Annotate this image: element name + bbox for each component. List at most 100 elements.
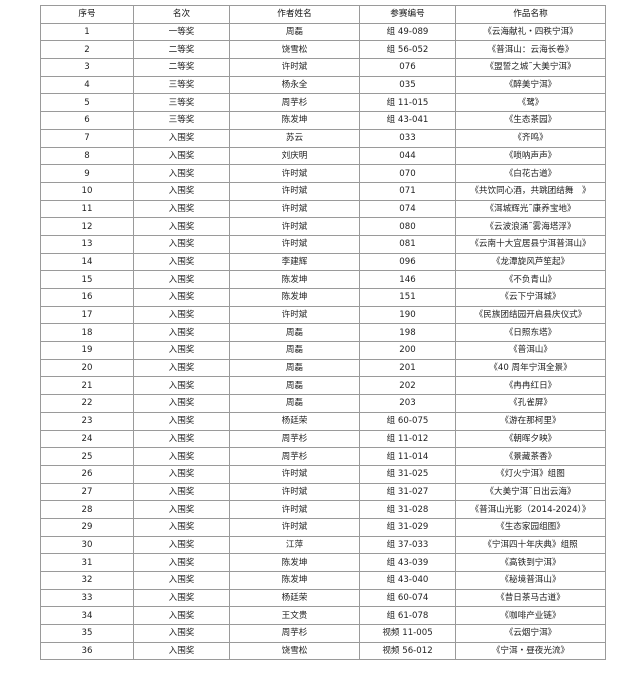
table-row: 19 入围奖 周磊 200 《普洱山》 [40, 341, 606, 360]
table-row: 6 三等奖 陈发坤组 43-041 《生态茶园》 [40, 111, 606, 130]
cell-work-title: 《昔日茶马古道》 [455, 588, 606, 608]
cell-rank: 入围奖 [133, 164, 230, 183]
cell-rank: 入围奖 [133, 181, 230, 201]
cell-index: 1 [40, 22, 134, 42]
cell-index: 8 [40, 146, 134, 166]
table-row: 12 入围奖 许时斌 080 《云波浪涌˜雾海塔浮》 [40, 217, 606, 236]
cell-work-title: 《洱城辉光˜康养宝地》 [455, 199, 606, 219]
table-header-row: 序号 名次 作者姓名 参赛编号 作品名称 [40, 5, 606, 24]
table-row: 36 入围奖 饶雪松 视频 56-012 《宁洱・昼夜光流》 [40, 641, 606, 661]
cell-rank: 入围奖 [133, 146, 230, 166]
cell-index: 14 [40, 252, 134, 272]
table-row: 5 三等奖 周芋杉组 11-015 《鹭》 [40, 93, 606, 113]
cell-entry-number: 组 56-052 [359, 40, 456, 60]
cell-index: 5 [40, 93, 134, 113]
cell-work-title: 《鹭》 [455, 93, 606, 113]
cell-author: 周芋杉 [229, 429, 360, 449]
cell-rank: 入围奖 [133, 517, 230, 537]
cell-entry-number: 组 31-027 [359, 482, 456, 502]
cell-rank: 三等奖 [133, 111, 230, 130]
cell-index: 36 [40, 641, 134, 661]
cell-index: 35 [40, 624, 134, 643]
header-author: 作者姓名 [229, 5, 360, 24]
table-row: 15 入围奖 陈发坤 146 《不负青山》 [40, 270, 606, 289]
cell-rank: 入围奖 [133, 199, 230, 219]
cell-entry-number: 组 11-014 [359, 447, 456, 466]
cell-index: 30 [40, 535, 134, 555]
cell-entry-number: 201 [359, 358, 456, 378]
table-row: 1 一等奖 周磊组 49-089 《云海献礼・四秩宁洱》 [40, 22, 606, 42]
cell-author: 许时斌 [229, 482, 360, 502]
cell-author: 周磊 [229, 376, 360, 396]
cell-index: 25 [40, 447, 134, 466]
table-row: 34 入围奖 王文贵组 61-078 《咖啡产业链》 [40, 606, 606, 626]
cell-author: 许时斌 [229, 305, 360, 325]
cell-work-title: 《云波浪涌˜雾海塔浮》 [455, 217, 606, 236]
cell-rank: 入围奖 [133, 606, 230, 626]
cell-rank: 入围奖 [133, 234, 230, 254]
cell-rank: 一等奖 [133, 22, 230, 42]
cell-work-title: 《生态家园组图》 [455, 517, 606, 537]
cell-entry-number: 组 43-041 [359, 111, 456, 130]
cell-index: 33 [40, 588, 134, 608]
cell-author: 刘庆明 [229, 146, 360, 166]
cell-index: 6 [40, 111, 134, 130]
cell-work-title: 《40 周年宁洱全景》 [455, 358, 606, 378]
cell-rank: 入围奖 [133, 553, 230, 572]
cell-work-title: 《普洱山光影（2014-2024）》 [455, 500, 606, 519]
cell-entry-number: 076 [359, 58, 456, 77]
cell-work-title: 《冉冉红日》 [455, 376, 606, 396]
cell-index: 9 [40, 164, 134, 183]
cell-index: 12 [40, 217, 134, 236]
cell-author: 饶雪松 [229, 641, 360, 661]
cell-entry-number: 组 31-028 [359, 500, 456, 519]
table-row: 32 入围奖 陈发坤组 43-040 《秘境普洱山》 [40, 571, 606, 590]
cell-work-title: 《大美宁洱˜日出云海》 [455, 482, 606, 502]
cell-rank: 入围奖 [133, 217, 230, 236]
cell-work-title: 《不负青山》 [455, 270, 606, 289]
table-row: 33 入围奖 杨廷荣组 60-074 《昔日茶马古道》 [40, 588, 606, 608]
cell-entry-number: 190 [359, 305, 456, 325]
cell-work-title: 《秘境普洱山》 [455, 571, 606, 590]
cell-index: 22 [40, 394, 134, 413]
table-row: 30 入围奖 江萍组 37-033 《宁洱四十年庆典》组照 [40, 535, 606, 555]
cell-author: 许时斌 [229, 58, 360, 77]
cell-author: 苏云 [229, 128, 360, 148]
cell-work-title: 《齐鸣》 [455, 128, 606, 148]
cell-work-title: 《云南十大宜居县宁洱普洱山》 [455, 234, 606, 254]
table-row: 10 入围奖 许时斌 071 《共饮同心酒，共跳团结舞 》 [40, 181, 606, 201]
cell-author: 陈发坤 [229, 571, 360, 590]
cell-entry-number: 074 [359, 199, 456, 219]
cell-entry-number: 080 [359, 217, 456, 236]
cell-work-title: 《灯火宁洱》组图 [455, 464, 606, 484]
cell-work-title: 《生态茶园》 [455, 111, 606, 130]
cell-entry-number: 070 [359, 164, 456, 183]
cell-rank: 入围奖 [133, 624, 230, 643]
cell-entry-number: 200 [359, 341, 456, 360]
cell-entry-number: 组 60-074 [359, 588, 456, 608]
cell-author: 饶雪松 [229, 40, 360, 60]
cell-author: 王文贵 [229, 606, 360, 626]
cell-entry-number: 044 [359, 146, 456, 166]
cell-work-title: 《咖啡产业链》 [455, 606, 606, 626]
cell-entry-number: 组 11-015 [359, 93, 456, 113]
cell-author: 陈发坤 [229, 111, 360, 130]
cell-work-title: 《高铁到宁洱》 [455, 553, 606, 572]
cell-work-title: 《朝晖夕映》 [455, 429, 606, 449]
table-row: 13 入围奖 许时斌 081 《云南十大宜居县宁洱普洱山》 [40, 234, 606, 254]
cell-work-title: 《龙潭旋风芦笙起》 [455, 252, 606, 272]
cell-index: 21 [40, 376, 134, 396]
cell-rank: 二等奖 [133, 58, 230, 77]
cell-index: 10 [40, 181, 134, 201]
cell-work-title: 《白花古道》 [455, 164, 606, 183]
cell-author: 杨廷荣 [229, 411, 360, 431]
cell-index: 20 [40, 358, 134, 378]
cell-author: 杨廷荣 [229, 588, 360, 608]
cell-work-title: 《孔雀屏》 [455, 394, 606, 413]
cell-work-title: 《景藏茶香》 [455, 447, 606, 466]
cell-work-title: 《醉美宁洱》 [455, 75, 606, 95]
cell-rank: 二等奖 [133, 40, 230, 60]
table-row: 11 入围奖 许时斌 074 《洱城辉光˜康养宝地》 [40, 199, 606, 219]
table-row: 20 入围奖 周磊 201 《40 周年宁洱全景》 [40, 358, 606, 378]
table-row: 4 三等奖 杨永全 035 《醉美宁洱》 [40, 75, 606, 95]
